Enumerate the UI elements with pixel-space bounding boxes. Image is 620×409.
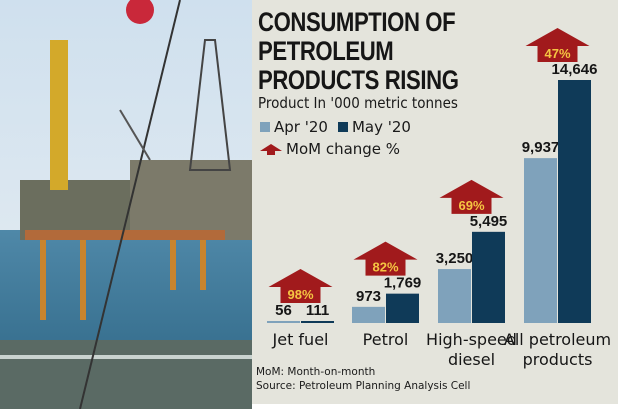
mom-change-label: 47% [544, 46, 570, 61]
bar-apr [267, 321, 300, 323]
mom-change-label: 98% [287, 287, 313, 302]
footnote: MoM: Month-on-month [256, 366, 376, 378]
value-label: 111 [306, 302, 329, 319]
bar-may [386, 293, 419, 323]
mom-arrow-icon [268, 269, 333, 303]
bar-apr [524, 158, 557, 323]
mom-arrow-icon [353, 241, 418, 276]
source: Source: Petroleum Planning Analysis Cell [256, 380, 471, 392]
red-up-arrow-icon [260, 144, 282, 155]
legend-apr-swatch [260, 122, 270, 132]
mom-arrow-icon [439, 179, 504, 214]
legend-apr-label: Apr '20 [274, 118, 328, 136]
value-label: 56 [275, 302, 292, 319]
bar-may [558, 80, 591, 323]
chart-title: CONSUMPTION OF PETROLEUM PRODUCTS RISING [258, 7, 459, 95]
category-label: Petrol [363, 330, 409, 349]
mom-change-label: 69% [458, 198, 484, 213]
mom-arrow-icon [525, 28, 590, 62]
category-label: products [523, 350, 593, 369]
value-label: 14,646 [552, 61, 598, 78]
legend-may-label: May '20 [351, 118, 411, 136]
chart-subtitle: Product In '000 metric tonnes [258, 94, 458, 112]
category-label: Jet fuel [272, 330, 329, 349]
mom-change-label: 82% [372, 260, 398, 275]
value-label: 5,495 [470, 213, 508, 230]
value-label: 3,250 [436, 250, 474, 267]
category-label: High-speed [426, 330, 517, 349]
value-label: 1,769 [384, 275, 422, 292]
value-label: 9,937 [522, 139, 560, 156]
legend-change: MoM change % [260, 140, 400, 158]
legend-change-label: MoM change % [286, 140, 401, 158]
legend-series: Apr '20 May '20 [260, 118, 411, 136]
value-label: 973 [356, 288, 381, 305]
offshore-oil-rig-photo [0, 0, 252, 409]
bar-may [301, 321, 334, 323]
category-label: All petroleum [504, 330, 611, 349]
bar-may [472, 231, 505, 323]
bar-apr [352, 306, 385, 323]
category-label: diesel [448, 350, 495, 369]
bar-apr [438, 269, 471, 323]
legend-may-swatch [337, 122, 348, 132]
